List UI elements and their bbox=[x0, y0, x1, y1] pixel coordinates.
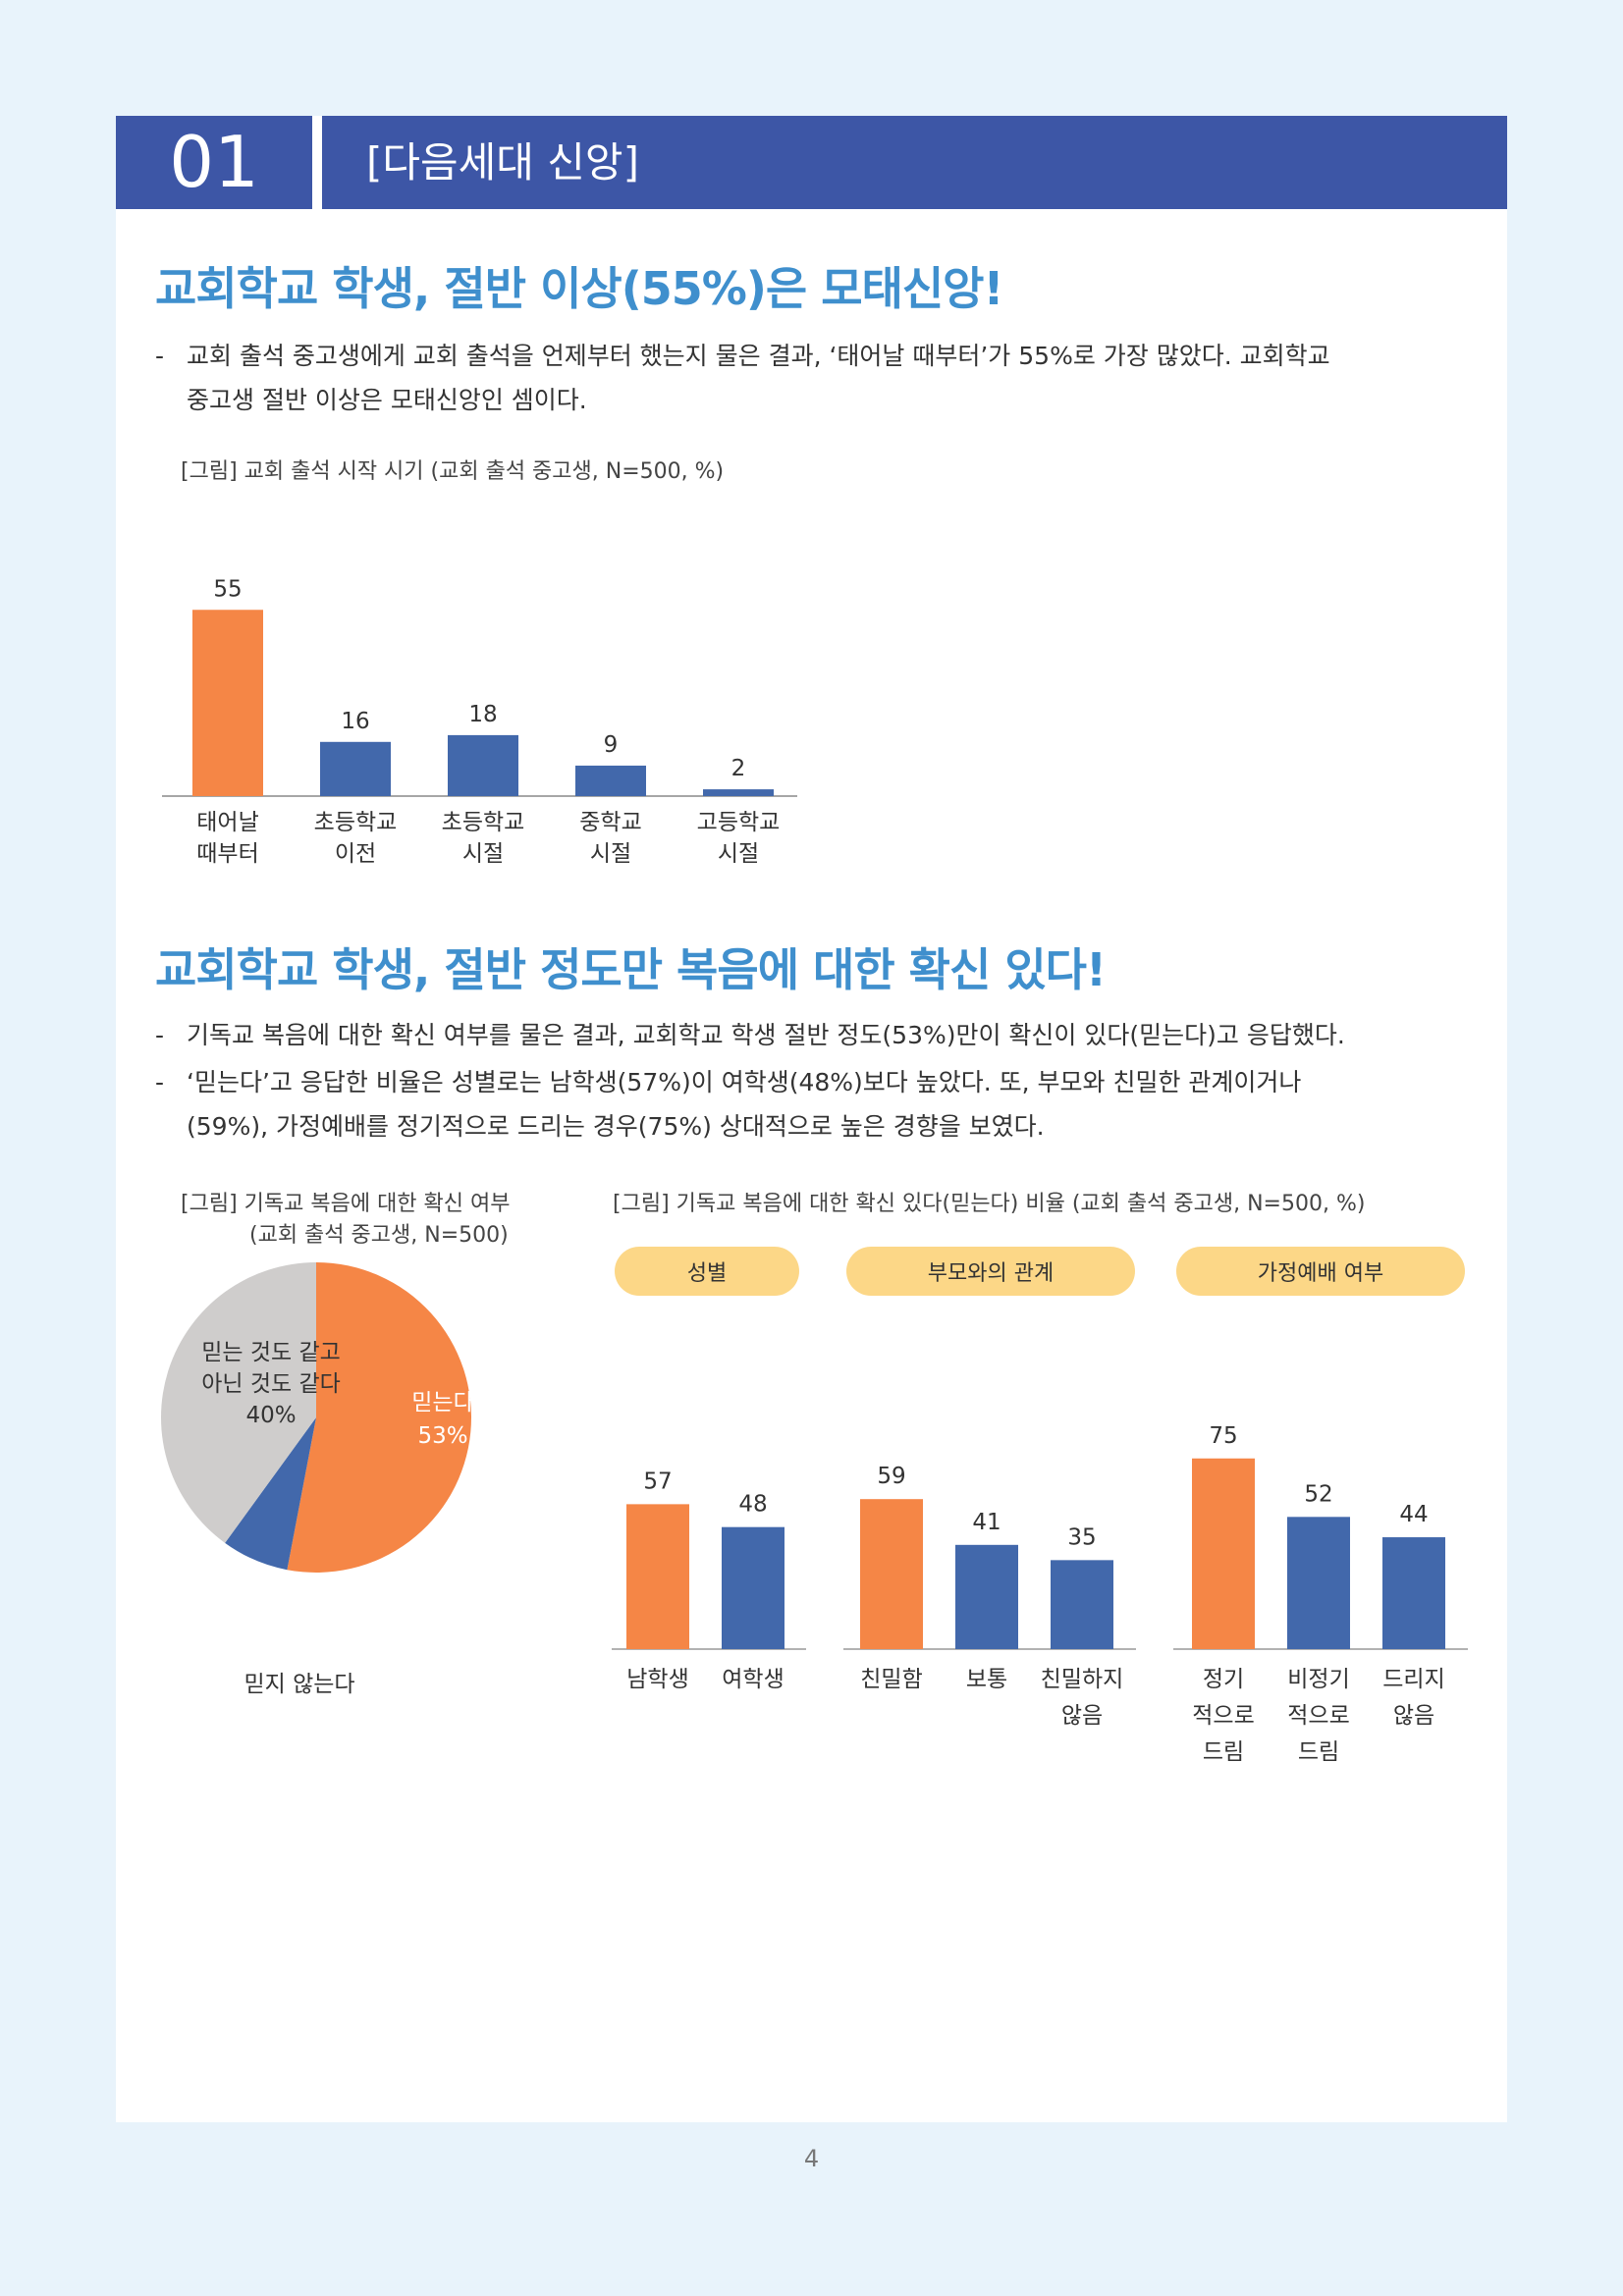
chart1-value-label: 18 bbox=[468, 702, 497, 727]
chart1-category-label: 초등학교 bbox=[442, 810, 525, 835]
chart1-category-label: 시절 bbox=[590, 841, 631, 867]
bullet-1-line-2: 중고생 절반 이상은 모태신앙인 셈이다. bbox=[187, 386, 587, 414]
group-category-label: 적으로 bbox=[1192, 1703, 1254, 1729]
group-category-label: 않음 bbox=[1061, 1703, 1103, 1729]
heading-1: 교회학교 학생, 절반 이상(55%)은 모태신앙! bbox=[155, 262, 1003, 315]
group-value-label: 41 bbox=[972, 1510, 1001, 1535]
group-bar bbox=[860, 1499, 923, 1649]
group-category-label: 비정기 bbox=[1287, 1667, 1349, 1692]
chart1-value-label: 55 bbox=[213, 576, 242, 602]
chart1-bar bbox=[575, 765, 646, 796]
page: 01 [다음세대 신앙] 교회학교 학생, 절반 이상(55%)은 모태신앙! … bbox=[116, 116, 1507, 2122]
group-pill bbox=[846, 1247, 1135, 1296]
group-category-label: 드리지 bbox=[1382, 1667, 1444, 1692]
group-category-label: 보통 bbox=[966, 1667, 1007, 1692]
chart1-bar bbox=[703, 789, 774, 796]
chart1-category-label: 중학교 bbox=[579, 810, 641, 835]
chart1-value-label: 16 bbox=[341, 709, 369, 734]
pie-label: 믿지 않는다 bbox=[243, 1672, 354, 1697]
group-bar bbox=[1382, 1537, 1445, 1649]
group-category-label: 드림 bbox=[1298, 1739, 1339, 1765]
group-pill bbox=[615, 1247, 799, 1296]
bullet-dash: - bbox=[155, 1068, 165, 1096]
group-category-label: 남학생 bbox=[626, 1667, 688, 1692]
pie-caption-line-2: (교회 출석 중고생, N=500) bbox=[249, 1223, 509, 1248]
pie-percent: 7% bbox=[282, 1631, 318, 1657]
group-category-label: 드림 bbox=[1203, 1739, 1244, 1765]
group-bar bbox=[1051, 1560, 1113, 1649]
group-category-label: 정기 bbox=[1203, 1667, 1244, 1692]
chart1-bar bbox=[448, 734, 518, 796]
group-value-label: 48 bbox=[738, 1492, 767, 1518]
group-category-label: 친밀함 bbox=[860, 1667, 922, 1692]
heading-2: 교회학교 학생, 절반 정도만 복음에 대한 확신 있다! bbox=[155, 943, 1107, 996]
pie-caption-line-1: [그림] 기독교 복음에 대한 확신 여부 bbox=[181, 1192, 511, 1216]
bullet-1: - 교회 출석 중고생에게 교회 출석을 언제부터 했는지 물은 결과, ‘태어… bbox=[155, 334, 1490, 422]
group-bar bbox=[1192, 1458, 1255, 1649]
group-bar bbox=[955, 1544, 1018, 1649]
chart1-bar bbox=[320, 741, 391, 796]
chart1-caption: [그림] 교회 출석 시작 시기 (교회 출석 중고생, N=500, %) bbox=[181, 459, 725, 484]
chart1-category-label: 시절 bbox=[718, 841, 759, 867]
chart1-category-label: 시절 bbox=[462, 841, 504, 867]
group-value-label: 59 bbox=[877, 1464, 905, 1489]
group-value-label: 57 bbox=[643, 1468, 672, 1494]
bullet-2: - 기독교 복음에 대한 확신 여부를 물은 결과, 교회학교 학생 절반 정도… bbox=[155, 1013, 1490, 1057]
page-number: 4 bbox=[803, 2145, 820, 2172]
bullet-1-line-1: 교회 출석 중고생에게 교회 출석을 언제부터 했는지 물은 결과, ‘태어날 … bbox=[187, 342, 1330, 370]
section-header: 01 [다음세대 신앙] bbox=[116, 116, 1507, 209]
group-pill bbox=[1176, 1247, 1465, 1296]
group-pill-label: 부모와의 관계 bbox=[928, 1261, 1054, 1286]
bullet-2-line-1: 기독교 복음에 대한 확신 여부를 물은 결과, 교회학교 학생 절반 정도(5… bbox=[187, 1021, 1345, 1049]
group-category-label: 적으로 bbox=[1287, 1703, 1349, 1729]
bullet-3-line-2: (59%), 가정예배를 정기적으로 드리는 경우(75%) 상대적으로 높은 … bbox=[187, 1112, 1045, 1141]
group-value-label: 75 bbox=[1209, 1423, 1237, 1449]
pie-percent: 40% bbox=[245, 1403, 296, 1428]
group-value-label: 35 bbox=[1067, 1524, 1096, 1550]
section-title: [다음세대 신앙] bbox=[322, 116, 1507, 209]
group-category-label: 않음 bbox=[1393, 1703, 1434, 1729]
pie-label: 믿는 것도 같고 bbox=[201, 1340, 341, 1365]
pie-slice bbox=[287, 1262, 471, 1573]
bullet-3-line-1: ‘믿는다’고 응답한 비율은 성별로는 남학생(57%)이 여학생(48%)보다… bbox=[187, 1068, 1302, 1096]
bullet-dash: - bbox=[155, 342, 165, 370]
bullet-3: - ‘믿는다’고 응답한 비율은 성별로는 남학생(57%)이 여학생(48%)… bbox=[155, 1060, 1490, 1148]
chart1-category-label: 고등학교 bbox=[697, 810, 781, 835]
pie-label: 아닌 것도 같다 bbox=[201, 1371, 341, 1397]
group-category-label: 여학생 bbox=[722, 1667, 784, 1692]
group-pill-label: 성별 bbox=[687, 1261, 727, 1286]
chart1-category-label: 때부터 bbox=[196, 841, 258, 867]
chart1-bar bbox=[192, 610, 263, 796]
chart1-value-label: 2 bbox=[731, 756, 746, 781]
bars-caption: [그림] 기독교 복음에 대한 확신 있다(믿는다) 비율 (교회 출석 중고생… bbox=[613, 1192, 1366, 1216]
pie-label: 믿는다 bbox=[411, 1390, 473, 1415]
group-bar bbox=[626, 1504, 689, 1649]
group-value-label: 52 bbox=[1304, 1481, 1332, 1507]
pie-slice bbox=[225, 1417, 316, 1571]
group-bar bbox=[1287, 1517, 1350, 1649]
pie-slice bbox=[161, 1262, 316, 1543]
chart1-value-label: 9 bbox=[604, 732, 619, 758]
pie-percent: 53% bbox=[417, 1423, 467, 1449]
chart1-category-label: 이전 bbox=[335, 841, 376, 867]
chart1-category-label: 초등학교 bbox=[314, 810, 398, 835]
chart1-category-label: 태어날 bbox=[196, 810, 258, 835]
section-number: 01 bbox=[116, 116, 312, 209]
group-value-label: 44 bbox=[1399, 1502, 1428, 1527]
group-pill-label: 가정예배 여부 bbox=[1258, 1261, 1383, 1286]
group-category-label: 친밀하지 bbox=[1041, 1667, 1124, 1692]
bullet-dash: - bbox=[155, 1021, 165, 1049]
group-bar bbox=[722, 1526, 784, 1649]
